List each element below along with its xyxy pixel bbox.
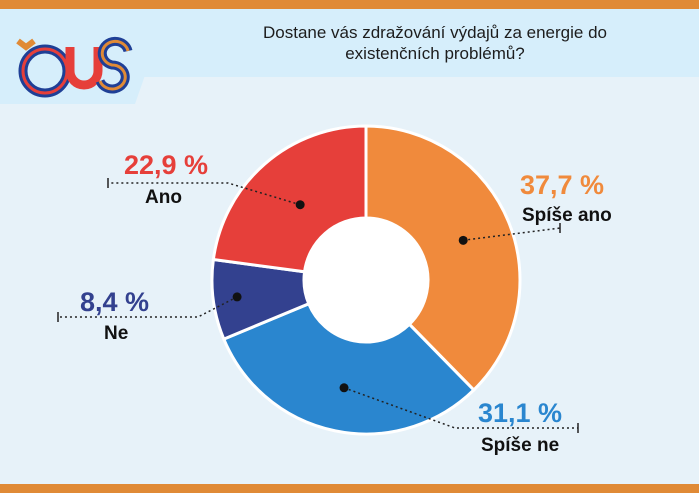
callout-line (463, 227, 561, 242)
callout-line (108, 182, 301, 206)
category-label: Spíše ne (481, 435, 560, 456)
category-label: Spíše ano (522, 205, 612, 226)
callout-dot (232, 292, 242, 302)
donut-hole (304, 218, 428, 342)
callout-dot (339, 383, 349, 393)
chart-title: Dostane vás zdražování výdajů za energie… (263, 23, 607, 63)
callout-dot (295, 200, 305, 210)
category-label: Ano (145, 187, 182, 208)
callout-line (343, 387, 578, 429)
value-label: 37,7 % (520, 170, 605, 200)
value-label: 31,1 % (478, 398, 563, 428)
category-label: Ne (104, 323, 129, 344)
callout-dot (458, 235, 468, 245)
cus-logo (0, 18, 165, 104)
value-label: 22,9 % (124, 150, 209, 180)
value-label: 8,4 % (80, 287, 150, 317)
